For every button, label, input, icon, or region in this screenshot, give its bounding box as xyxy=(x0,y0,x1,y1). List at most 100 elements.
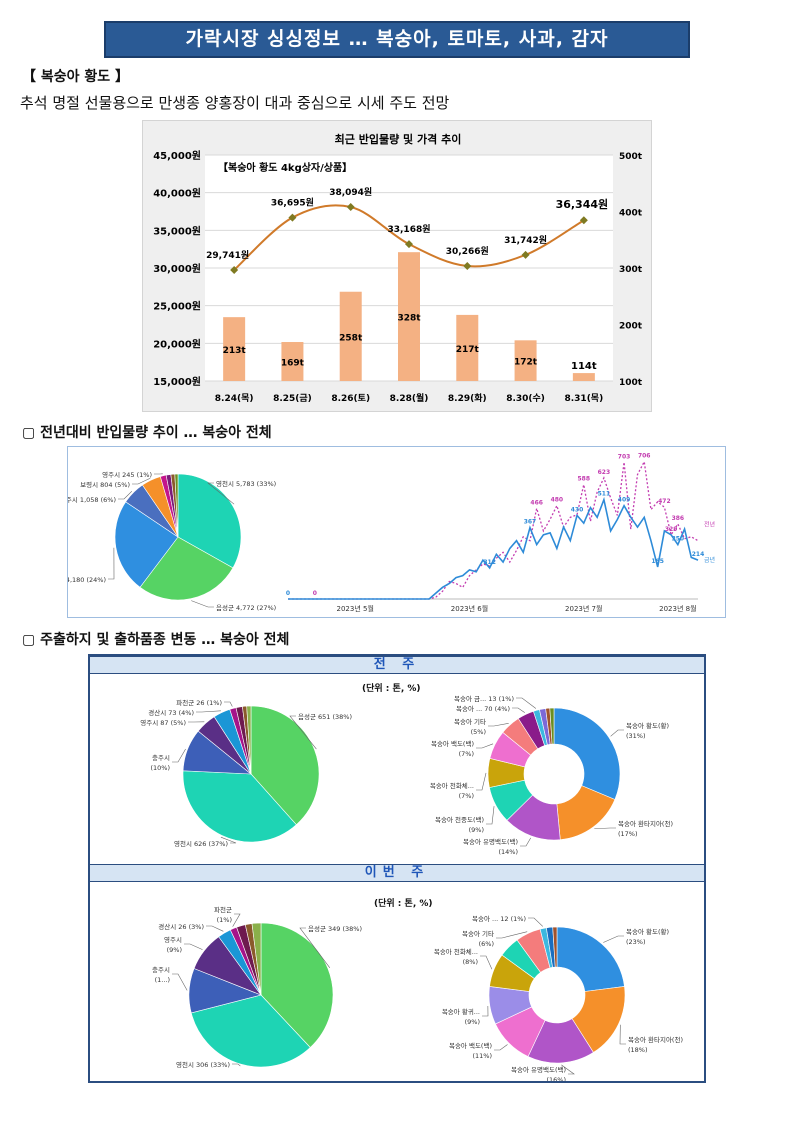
price-label: 29,741원 xyxy=(206,249,249,261)
pie-label: (31%) xyxy=(626,732,646,740)
y-right-tick: 500t xyxy=(619,152,643,162)
price-label: 30,266원 xyxy=(446,245,489,257)
pie-label: 영천시 5,783 (33%) xyxy=(216,479,276,488)
band-last-week: 전 주 xyxy=(90,656,704,674)
y-right-tick: 100t xyxy=(619,378,643,388)
pie-label: 복숭아 ... 12 (1%) xyxy=(472,914,526,923)
origin-variety-svg: 음성군 651 (38%) 영천시 626 (37%) 충주시 (10%) 영주시 8… xyxy=(140,694,683,1081)
pie-leader xyxy=(172,748,186,763)
pie-label: (9%) xyxy=(469,826,484,834)
pie-label: (23%) xyxy=(626,938,646,946)
pie-slice xyxy=(553,707,621,800)
pie-label: 복숭아 유명백도(백) xyxy=(463,837,518,846)
pie-label: 복숭아 금... 13 (1%) xyxy=(454,694,514,703)
x-tick: 2023년 8월 xyxy=(659,604,696,613)
pie-leader xyxy=(486,806,495,825)
bar-label: 213t xyxy=(223,346,247,356)
bar xyxy=(339,291,362,381)
data-label: 588 xyxy=(577,476,590,483)
pie-label: 복숭아 황도(황) xyxy=(626,927,669,936)
y-left-tick: 35,000원 xyxy=(153,224,201,237)
pie-label: (1%) xyxy=(217,916,232,924)
pie-slice xyxy=(549,707,555,745)
data-label: 386 xyxy=(672,515,685,522)
pie-label: 충주시 xyxy=(152,753,170,762)
pie-label: (18%) xyxy=(628,1046,648,1054)
price-volume-svg: 45,000원 40,000원 35,000원 30,000원 25,000원 20,00… xyxy=(153,132,643,404)
x-tick: 8.31(목) xyxy=(564,393,603,404)
price-volume-chart: 45,000원 40,000원 35,000원 30,000원 25,000원 20,00… xyxy=(142,120,652,412)
data-label: 367 xyxy=(524,519,537,526)
data-label: 0 xyxy=(286,590,290,597)
pie-label: 경산시 4,180 (24%) xyxy=(68,575,106,584)
price-marker xyxy=(288,213,297,222)
data-label: 165 xyxy=(651,558,664,565)
x-tick: 2023년 6월 xyxy=(451,604,488,613)
series-line xyxy=(288,496,699,600)
data-label: 214 xyxy=(692,551,705,558)
pie-label: 복숭아 ... 70 (4%) xyxy=(456,704,510,713)
pie-leader xyxy=(594,827,616,830)
pie-leader xyxy=(561,1064,575,1075)
pie-label: 복숭아 기타 xyxy=(462,929,494,938)
section-title-origin: ▢ 주출하지 및 출하품종 변동 … 복숭아 전체 xyxy=(22,632,290,648)
pie-label: 복숭아 환타지아(천) xyxy=(618,819,673,828)
pie-label: (14%) xyxy=(498,848,518,856)
yoy-panel: 영천시 5,783 (33%) 음성군 4,772 (27%) 경산시 4,180 … xyxy=(46,446,726,618)
page-title: 가락시장 싱싱정보 … 복숭아, 토마토, 사과, 감자 xyxy=(104,21,690,58)
bar-label: 217t xyxy=(456,345,480,355)
x-tick: 2023년 5월 xyxy=(337,604,374,613)
pie-label: 영주시 245 (1%) xyxy=(102,470,152,479)
pie-label: 영주시 87 (5%) xyxy=(140,718,186,727)
price-marker xyxy=(579,216,588,225)
pie-leader xyxy=(299,927,331,968)
pie-label: 보령시 804 (5%) xyxy=(80,481,130,489)
pie-label: 영천시 626 (37%) xyxy=(174,839,228,848)
pie-leader xyxy=(108,547,115,580)
x-tick: 8.29(화) xyxy=(448,392,487,404)
band-this-week: 이번 주 xyxy=(90,864,704,882)
series-name: 금년 xyxy=(704,556,715,564)
pie-leader xyxy=(516,697,537,709)
pie-slice xyxy=(556,926,625,992)
bar xyxy=(456,314,479,381)
pie-leader xyxy=(232,913,241,927)
y-right-tick: 400t xyxy=(619,209,643,219)
data-label: 430 xyxy=(571,506,584,513)
series-name: 전년 xyxy=(704,521,715,529)
pie-slice xyxy=(139,536,234,601)
pie-leader xyxy=(196,710,221,713)
pie-label: 복숭아 기타 xyxy=(454,717,486,726)
x-tick: 8.30(수) xyxy=(506,393,545,404)
pie-label: (17%) xyxy=(618,830,638,838)
price-marker xyxy=(346,203,355,212)
data-label: 623 xyxy=(598,469,611,476)
pie-label: 충주시 xyxy=(152,965,170,974)
pie-label: 음성군 651 (38%) xyxy=(298,712,352,721)
pie-label: 음성군 4,772 (27%) xyxy=(216,603,276,612)
data-label: 703 xyxy=(618,453,631,460)
unit-label-this-week: (단위 : 톤, %) xyxy=(374,899,433,909)
pie-label: (5%) xyxy=(471,728,486,736)
bar-label: 258t xyxy=(339,333,363,343)
pie-label: 영천시 306 (33%) xyxy=(176,1060,230,1069)
y-left-tick: 20,000원 xyxy=(153,337,201,350)
pie-label: 복숭아 천화체... xyxy=(434,947,478,956)
bar xyxy=(514,340,537,381)
pie-leader xyxy=(289,715,317,750)
price-marker xyxy=(521,250,530,259)
pie-slice xyxy=(250,705,320,826)
pie-label: 복숭아 백도(백) xyxy=(431,739,474,748)
data-label: 312 xyxy=(483,559,496,566)
pie-label: (11%) xyxy=(472,1052,492,1060)
pie-leader xyxy=(118,491,133,500)
pie-label: (7%) xyxy=(459,792,474,800)
pie-leader xyxy=(480,955,493,970)
pie-label: 경산시 26 (3%) xyxy=(158,922,204,931)
pie-leader xyxy=(191,600,214,608)
data-label: 511 xyxy=(598,491,611,498)
section-title-yellow-peach: 【 복숭아 황도 】 xyxy=(22,69,130,85)
pie-label: 파천군 xyxy=(214,905,232,914)
pie-leader xyxy=(476,743,494,749)
pie-label: 영주시 xyxy=(164,935,182,944)
